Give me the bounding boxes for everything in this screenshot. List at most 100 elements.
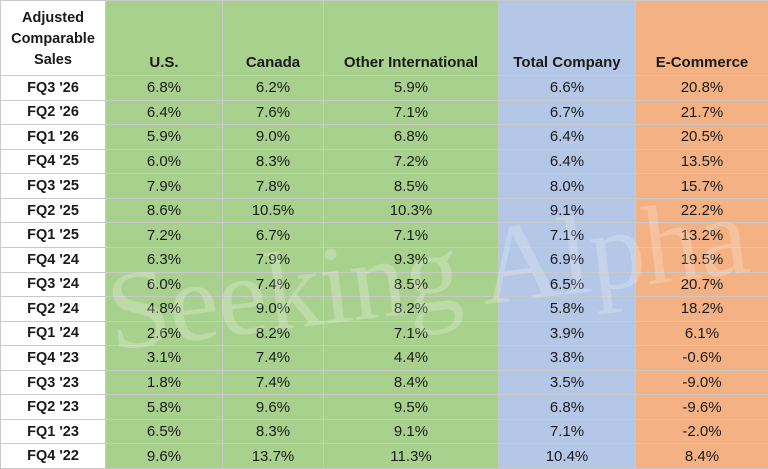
row-label: FQ2 '24 [0, 296, 106, 322]
table-row: FQ3 '25 7.9% 7.8% 8.5% 8.0% 15.7% [0, 173, 768, 199]
row-label: FQ4 '23 [0, 345, 106, 371]
table-cell: 8.5% [323, 173, 499, 199]
table-row: FQ1 '24 2.6% 8.2% 7.1% 3.9% 6.1% [0, 320, 768, 347]
table-cell: 6.8% [105, 75, 223, 101]
table-cell: 20.5% [635, 124, 768, 150]
row-label: FQ3 '24 [0, 271, 106, 298]
table-cell: 6.2% [222, 75, 324, 101]
table-cell: 8.3% [222, 418, 324, 445]
table-cell: 9.5% [323, 394, 499, 420]
table-row: FQ3 '24 6.0% 7.4% 8.5% 6.5% 20.7% [0, 271, 768, 298]
table-cell: 7.8% [222, 173, 324, 199]
table-cell: 13.2% [635, 222, 768, 248]
row-label: FQ1 '26 [0, 124, 106, 150]
table-cell: 5.9% [105, 124, 223, 150]
table-cell: 9.6% [222, 394, 324, 420]
table-cell: 7.1% [498, 418, 636, 445]
table-cell: 22.2% [635, 197, 768, 224]
row-label: FQ4 '22 [0, 443, 106, 469]
row-label: FQ3 '26 [0, 75, 106, 101]
table-cell: 7.1% [323, 222, 499, 248]
table-cell: 8.6% [105, 197, 223, 224]
table-row: FQ4 '24 6.3% 7.9% 9.3% 6.9% 19.5% [0, 246, 768, 273]
table-cell: 9.1% [498, 197, 636, 224]
table-cell: 6.5% [498, 271, 636, 298]
table-cell: 8.2% [222, 320, 324, 347]
table-cell: 20.8% [635, 75, 768, 101]
table-cell: 7.2% [105, 222, 223, 248]
row-label: FQ4 '25 [0, 148, 106, 175]
table-cell: 7.4% [222, 369, 324, 396]
table-cell: 6.5% [105, 418, 223, 445]
table-cell: 6.6% [498, 75, 636, 101]
table-cell: -9.0% [635, 369, 768, 396]
row-label: FQ2 '25 [0, 197, 106, 224]
table-cell: -2.0% [635, 418, 768, 445]
table-cell: 20.7% [635, 271, 768, 298]
table-cell: 15.7% [635, 173, 768, 199]
table-body: FQ3 '26 6.8% 6.2% 5.9% 6.6% 20.8% FQ2 '26 6.4% 7… [0, 75, 768, 469]
table-cell: 18.2% [635, 296, 768, 322]
row-label: FQ3 '25 [0, 173, 106, 199]
table-cell: 21.7% [635, 99, 768, 126]
table-row: FQ1 '26 5.9% 9.0% 6.8% 6.4% 20.5% [0, 124, 768, 150]
table-cell: 7.1% [498, 222, 636, 248]
table-cell: 7.1% [323, 320, 499, 347]
row-label: FQ1 '25 [0, 222, 106, 248]
table-cell: 6.7% [222, 222, 324, 248]
table-cell: 10.5% [222, 197, 324, 224]
table-cell: 10.4% [498, 443, 636, 469]
table-cell: -9.6% [635, 394, 768, 420]
table-cell: -0.6% [635, 345, 768, 371]
table-cell: 9.0% [222, 124, 324, 150]
table-cell: 3.8% [498, 345, 636, 371]
column-header-us: U.S. [105, 0, 223, 76]
table-cell: 6.4% [498, 124, 636, 150]
row-label: FQ4 '24 [0, 246, 106, 273]
table-cell: 9.3% [323, 246, 499, 273]
table-cell: 8.4% [635, 443, 768, 469]
table-cell: 9.0% [222, 296, 324, 322]
table-row: FQ1 '25 7.2% 6.7% 7.1% 7.1% 13.2% [0, 222, 768, 248]
table-cell: 11.3% [323, 443, 499, 469]
table-cell: 3.1% [105, 345, 223, 371]
table-cell: 1.8% [105, 369, 223, 396]
row-label: FQ1 '23 [0, 418, 106, 445]
header-row: Adjusted Comparable Sales U.S. Canada Ot… [0, 0, 768, 76]
table-cell: 6.0% [105, 148, 223, 175]
column-header-canada: Canada [222, 0, 324, 76]
table-cell: 5.8% [105, 394, 223, 420]
table-cell: 7.4% [222, 345, 324, 371]
table-cell: 7.2% [323, 148, 499, 175]
table-cell: 6.9% [498, 246, 636, 273]
column-header-total-company: Total Company [498, 0, 636, 76]
table-cell: 6.0% [105, 271, 223, 298]
row-label: FQ2 '23 [0, 394, 106, 420]
table-cell: 5.9% [323, 75, 499, 101]
row-label: FQ2 '26 [0, 99, 106, 126]
row-label: FQ3 '23 [0, 369, 106, 396]
table-cell: 4.8% [105, 296, 223, 322]
column-header-e-commerce: E-Commerce [635, 0, 768, 76]
table-cell: 6.8% [323, 124, 499, 150]
table-row: FQ2 '24 4.8% 9.0% 8.2% 5.8% 18.2% [0, 296, 768, 322]
table-cell: 8.0% [498, 173, 636, 199]
table-row: FQ3 '26 6.8% 6.2% 5.9% 6.6% 20.8% [0, 75, 768, 101]
table-cell: 2.6% [105, 320, 223, 347]
table-cell: 8.2% [323, 296, 499, 322]
table-cell: 6.7% [498, 99, 636, 126]
table-cell: 8.5% [323, 271, 499, 298]
table-cell: 6.1% [635, 320, 768, 347]
table-cell: 8.3% [222, 148, 324, 175]
table-cell: 19.5% [635, 246, 768, 273]
table-row: FQ2 '25 8.6% 10.5% 10.3% 9.1% 22.2% [0, 197, 768, 224]
table-cell: 8.4% [323, 369, 499, 396]
table-cell: 10.3% [323, 197, 499, 224]
table-cell: 6.4% [105, 99, 223, 126]
table-cell: 7.4% [222, 271, 324, 298]
column-header-other-international: Other International [323, 0, 499, 76]
table-cell: 7.1% [323, 99, 499, 126]
table-row: FQ4 '22 9.6% 13.7% 11.3% 10.4% 8.4% [0, 443, 768, 469]
table-cell: 4.4% [323, 345, 499, 371]
